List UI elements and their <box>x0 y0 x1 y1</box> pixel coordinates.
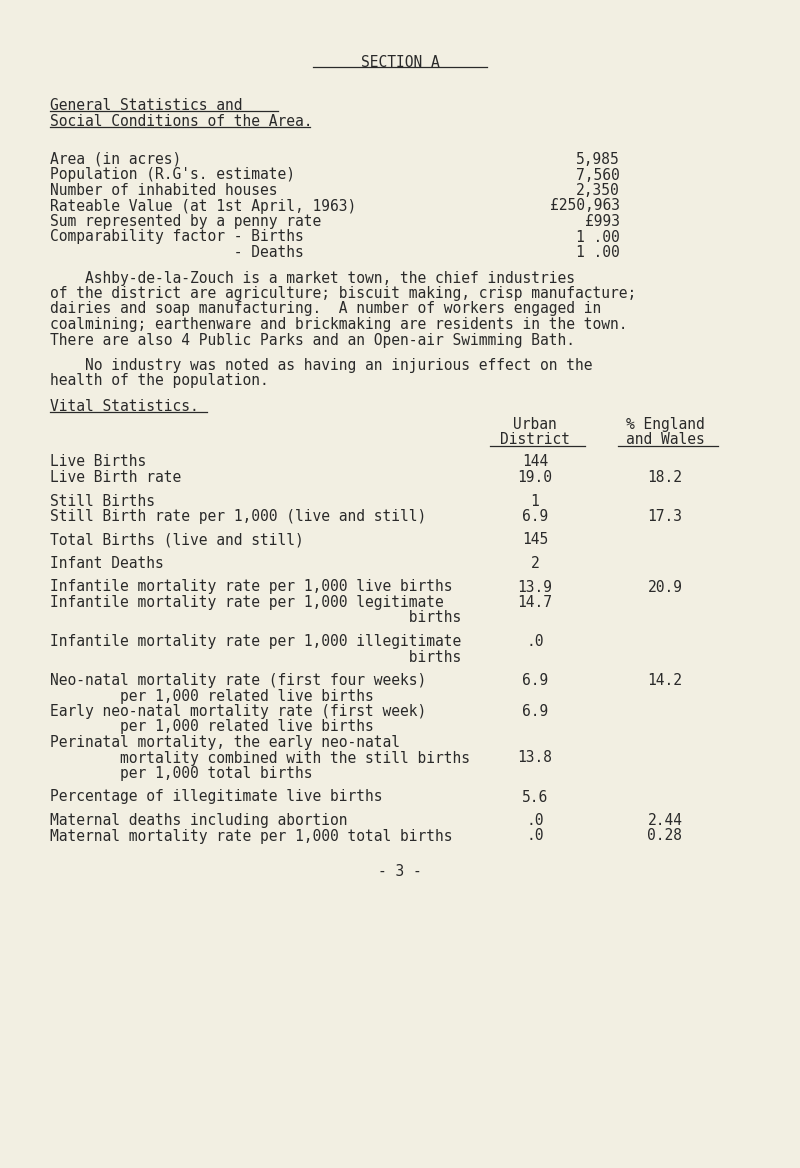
Text: mortality combined with the still births: mortality combined with the still births <box>50 751 470 765</box>
Text: Perinatal mortality, the early neo-natal: Perinatal mortality, the early neo-natal <box>50 735 400 750</box>
Text: 17.3: 17.3 <box>647 509 682 524</box>
Text: 0.28: 0.28 <box>647 828 682 843</box>
Text: There are also 4 Public Parks and an Open-air Swimming Bath.: There are also 4 Public Parks and an Ope… <box>50 333 575 348</box>
Text: Maternal deaths including abortion: Maternal deaths including abortion <box>50 813 347 828</box>
Text: Number of inhabited houses: Number of inhabited houses <box>50 183 278 199</box>
Text: coalmining; earthenware and brickmaking are residents in the town.: coalmining; earthenware and brickmaking … <box>50 317 627 332</box>
Text: Early neo-natal mortality rate (first week): Early neo-natal mortality rate (first we… <box>50 704 426 719</box>
Text: and Wales: and Wales <box>626 432 704 447</box>
Text: per 1,000 related live births: per 1,000 related live births <box>50 688 374 703</box>
Text: £993: £993 <box>585 214 620 229</box>
Text: births: births <box>50 611 462 626</box>
Text: Infant Deaths: Infant Deaths <box>50 556 164 571</box>
Text: 20.9: 20.9 <box>647 579 682 595</box>
Text: 2.44: 2.44 <box>647 813 682 828</box>
Text: 5,985: 5,985 <box>576 152 620 167</box>
Text: Infantile mortality rate per 1,000 illegitimate: Infantile mortality rate per 1,000 illeg… <box>50 634 462 649</box>
Text: Neo-natal mortality rate (first four weeks): Neo-natal mortality rate (first four wee… <box>50 673 426 688</box>
Text: Infantile mortality rate per 1,000 live births: Infantile mortality rate per 1,000 live … <box>50 579 453 595</box>
Text: 2: 2 <box>530 556 539 571</box>
Text: Maternal mortality rate per 1,000 total births: Maternal mortality rate per 1,000 total … <box>50 828 453 843</box>
Text: Social Conditions of the Area.: Social Conditions of the Area. <box>50 114 313 128</box>
Text: Vital Statistics.: Vital Statistics. <box>50 399 198 413</box>
Text: per 1,000 total births: per 1,000 total births <box>50 766 313 781</box>
Text: .0: .0 <box>526 813 544 828</box>
Text: District: District <box>500 432 570 447</box>
Text: births: births <box>50 649 462 665</box>
Text: % England: % England <box>626 417 704 432</box>
Text: No industry was noted as having an injurious effect on the: No industry was noted as having an injur… <box>50 359 593 373</box>
Text: 6.9: 6.9 <box>522 509 548 524</box>
Text: Total Births (live and still): Total Births (live and still) <box>50 533 304 548</box>
Text: Percentage of illegitimate live births: Percentage of illegitimate live births <box>50 790 382 805</box>
Text: £250,963: £250,963 <box>550 199 620 214</box>
Text: 19.0: 19.0 <box>518 470 553 485</box>
Text: Infantile mortality rate per 1,000 legitimate: Infantile mortality rate per 1,000 legit… <box>50 595 444 610</box>
Text: - 3 -: - 3 - <box>378 864 422 880</box>
Text: of the district are agriculture; biscuit making, crisp manufacture;: of the district are agriculture; biscuit… <box>50 286 636 301</box>
Text: 144: 144 <box>522 454 548 470</box>
Text: 2,350: 2,350 <box>576 183 620 199</box>
Text: 1 .00: 1 .00 <box>576 229 620 244</box>
Text: 145: 145 <box>522 533 548 548</box>
Text: 6.9: 6.9 <box>522 673 548 688</box>
Text: Sum represented by a penny rate: Sum represented by a penny rate <box>50 214 322 229</box>
Text: dairies and soap manufacturing.  A number of workers engaged in: dairies and soap manufacturing. A number… <box>50 301 602 317</box>
Text: Live Birth rate: Live Birth rate <box>50 470 182 485</box>
Text: per 1,000 related live births: per 1,000 related live births <box>50 719 374 735</box>
Text: 13.9: 13.9 <box>518 579 553 595</box>
Text: health of the population.: health of the population. <box>50 374 269 389</box>
Text: Live Births: Live Births <box>50 454 146 470</box>
Text: 18.2: 18.2 <box>647 470 682 485</box>
Text: Still Birth rate per 1,000 (live and still): Still Birth rate per 1,000 (live and sti… <box>50 509 426 524</box>
Text: .0: .0 <box>526 634 544 649</box>
Text: Urban: Urban <box>513 417 557 432</box>
Text: Area (in acres): Area (in acres) <box>50 152 182 167</box>
Text: Rateable Value (at 1st April, 1963): Rateable Value (at 1st April, 1963) <box>50 199 356 214</box>
Text: 1 .00: 1 .00 <box>576 245 620 260</box>
Text: Comparability factor - Births: Comparability factor - Births <box>50 229 304 244</box>
Text: General Statistics and: General Statistics and <box>50 98 242 113</box>
Text: 7,560: 7,560 <box>576 167 620 182</box>
Text: Population (R.G's. estimate): Population (R.G's. estimate) <box>50 167 295 182</box>
Text: 13.8: 13.8 <box>518 751 553 765</box>
Text: 1: 1 <box>530 494 539 508</box>
Text: Still Births: Still Births <box>50 494 155 508</box>
Text: 14.2: 14.2 <box>647 673 682 688</box>
Text: 14.7: 14.7 <box>518 595 553 610</box>
Text: SECTION A: SECTION A <box>361 55 439 70</box>
Text: 5.6: 5.6 <box>522 790 548 805</box>
Text: - Deaths: - Deaths <box>50 245 304 260</box>
Text: Ashby-de-la-Zouch is a market town, the chief industries: Ashby-de-la-Zouch is a market town, the … <box>50 271 575 285</box>
Text: .0: .0 <box>526 828 544 843</box>
Text: 6.9: 6.9 <box>522 704 548 719</box>
